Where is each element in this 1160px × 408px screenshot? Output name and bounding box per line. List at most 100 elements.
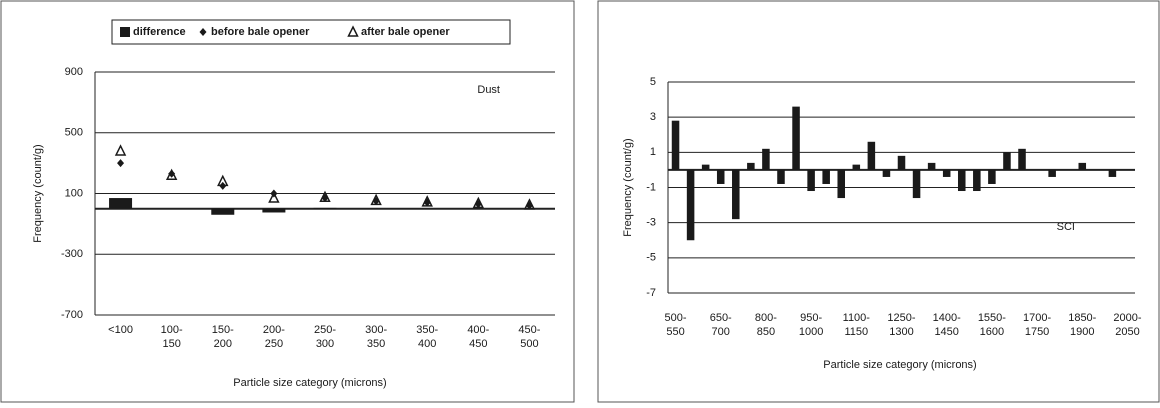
y-tick-label: -7 [646, 287, 656, 299]
bar [687, 170, 695, 240]
y-tick-label: 5 [650, 76, 656, 88]
x-tick-label: 1700- 1750 [1023, 312, 1051, 338]
annotation: Dust [477, 84, 500, 96]
label-line: 2050 [1115, 326, 1139, 338]
label-line: 1000 [799, 326, 823, 338]
x-tick-label: 950- 1000 [799, 312, 823, 338]
x-tick-label: 400- 450 [467, 324, 489, 350]
bar [1003, 152, 1011, 170]
x-tick-label: 1850- 1900 [1068, 312, 1096, 338]
label-line: 1400- [933, 312, 961, 324]
bar [898, 156, 906, 170]
label-line: 1300 [889, 326, 913, 338]
x-tick-label: <100 [108, 324, 133, 336]
bar [807, 170, 815, 191]
label-line: 850 [757, 326, 775, 338]
y-tick-label: 100 [65, 187, 83, 199]
bar [262, 209, 285, 213]
x-axis-title: Particle size category (microns) [233, 377, 386, 389]
bar [747, 163, 755, 170]
x-axis-title: Particle size category (microns) [823, 359, 976, 371]
bar [1109, 170, 1117, 177]
bar [973, 170, 981, 191]
label-line: 950- [800, 312, 822, 324]
y-tick-label: 3 [650, 111, 656, 123]
y-axis-title: Frequency (count/g) [32, 144, 44, 242]
label-line: 350 [367, 338, 385, 350]
bar [913, 170, 921, 198]
label-line: 1150 [844, 326, 868, 338]
bar [792, 107, 800, 170]
label-line: 1600 [980, 326, 1004, 338]
x-tick-label: 1400- 1450 [933, 312, 961, 338]
label-line: 300- [365, 324, 387, 336]
y-axis-title: Frequency (count/g) [622, 138, 634, 236]
y-tick-label: 900 [65, 66, 83, 78]
label-line: 100- [161, 324, 183, 336]
label-line: 450- [518, 324, 540, 336]
legend-swatch [120, 27, 130, 37]
bar [211, 209, 234, 215]
panel-border [598, 1, 1159, 402]
x-tick-label: 150- 200 [212, 324, 234, 350]
bar [988, 170, 996, 184]
label-line: 1550- [978, 312, 1006, 324]
label-line: 500- [665, 312, 687, 324]
label-line: 1700- [1023, 312, 1051, 324]
bar [672, 121, 680, 170]
label-line: 300 [316, 338, 334, 350]
label-line: 2000- [1113, 312, 1141, 324]
label-line: 500 [520, 338, 538, 350]
triangle-marker [269, 193, 278, 202]
label-line: 200 [214, 338, 232, 350]
label-line: 1750 [1025, 326, 1049, 338]
bar [928, 163, 936, 170]
bar [717, 170, 725, 184]
annotation: SCI [1057, 221, 1075, 233]
x-tick-label: 450- 500 [518, 324, 540, 350]
y-tick-label: -1 [646, 181, 656, 193]
bar [958, 170, 966, 191]
bar [762, 149, 770, 170]
label-line: 650- [710, 312, 732, 324]
x-tick-label: 100-150 [161, 324, 183, 350]
label-line: 1100- [843, 312, 871, 324]
label-line: 800- [755, 312, 777, 324]
x-tick-label: 300- 350 [365, 324, 387, 350]
bar [853, 165, 861, 170]
x-tick-label: 1550- 1600 [978, 312, 1006, 338]
bar [109, 198, 132, 209]
x-tick-label: 1250-1300 [887, 312, 915, 338]
label-line: 700 [712, 326, 730, 338]
label-line: 400- [467, 324, 489, 336]
panel-border [1, 1, 574, 402]
label-line: 150- [212, 324, 234, 336]
y-tick-label: -3 [646, 217, 656, 229]
x-tick-label: 650- 700 [710, 312, 732, 338]
x-tick-label: 500- 550 [665, 312, 687, 338]
bar [732, 170, 740, 219]
bar [702, 165, 710, 170]
bar [314, 208, 337, 209]
label-line: 400 [418, 338, 436, 350]
legend-label: after bale opener [361, 26, 450, 38]
x-tick-label: 2000- 2050 [1113, 312, 1141, 338]
bar [1079, 163, 1087, 170]
label-line: 550 [666, 326, 684, 338]
label-line: 1900 [1070, 326, 1094, 338]
bar [822, 170, 830, 184]
legend-label: difference [133, 26, 186, 38]
label-line: 350- [416, 324, 438, 336]
x-tick-label: 200-250 [263, 324, 285, 350]
y-tick-label: -700 [61, 309, 83, 321]
x-tick-label: 250-300 [314, 324, 336, 350]
label-line: 450 [469, 338, 487, 350]
x-tick-label: 1100- 1150 [843, 312, 871, 338]
x-tick-label: 800- 850 [755, 312, 777, 338]
label-line: 1850- [1068, 312, 1096, 324]
bar [1048, 170, 1056, 177]
label-line: 1450 [934, 326, 958, 338]
label-line: 250 [265, 338, 283, 350]
bar [868, 142, 876, 170]
